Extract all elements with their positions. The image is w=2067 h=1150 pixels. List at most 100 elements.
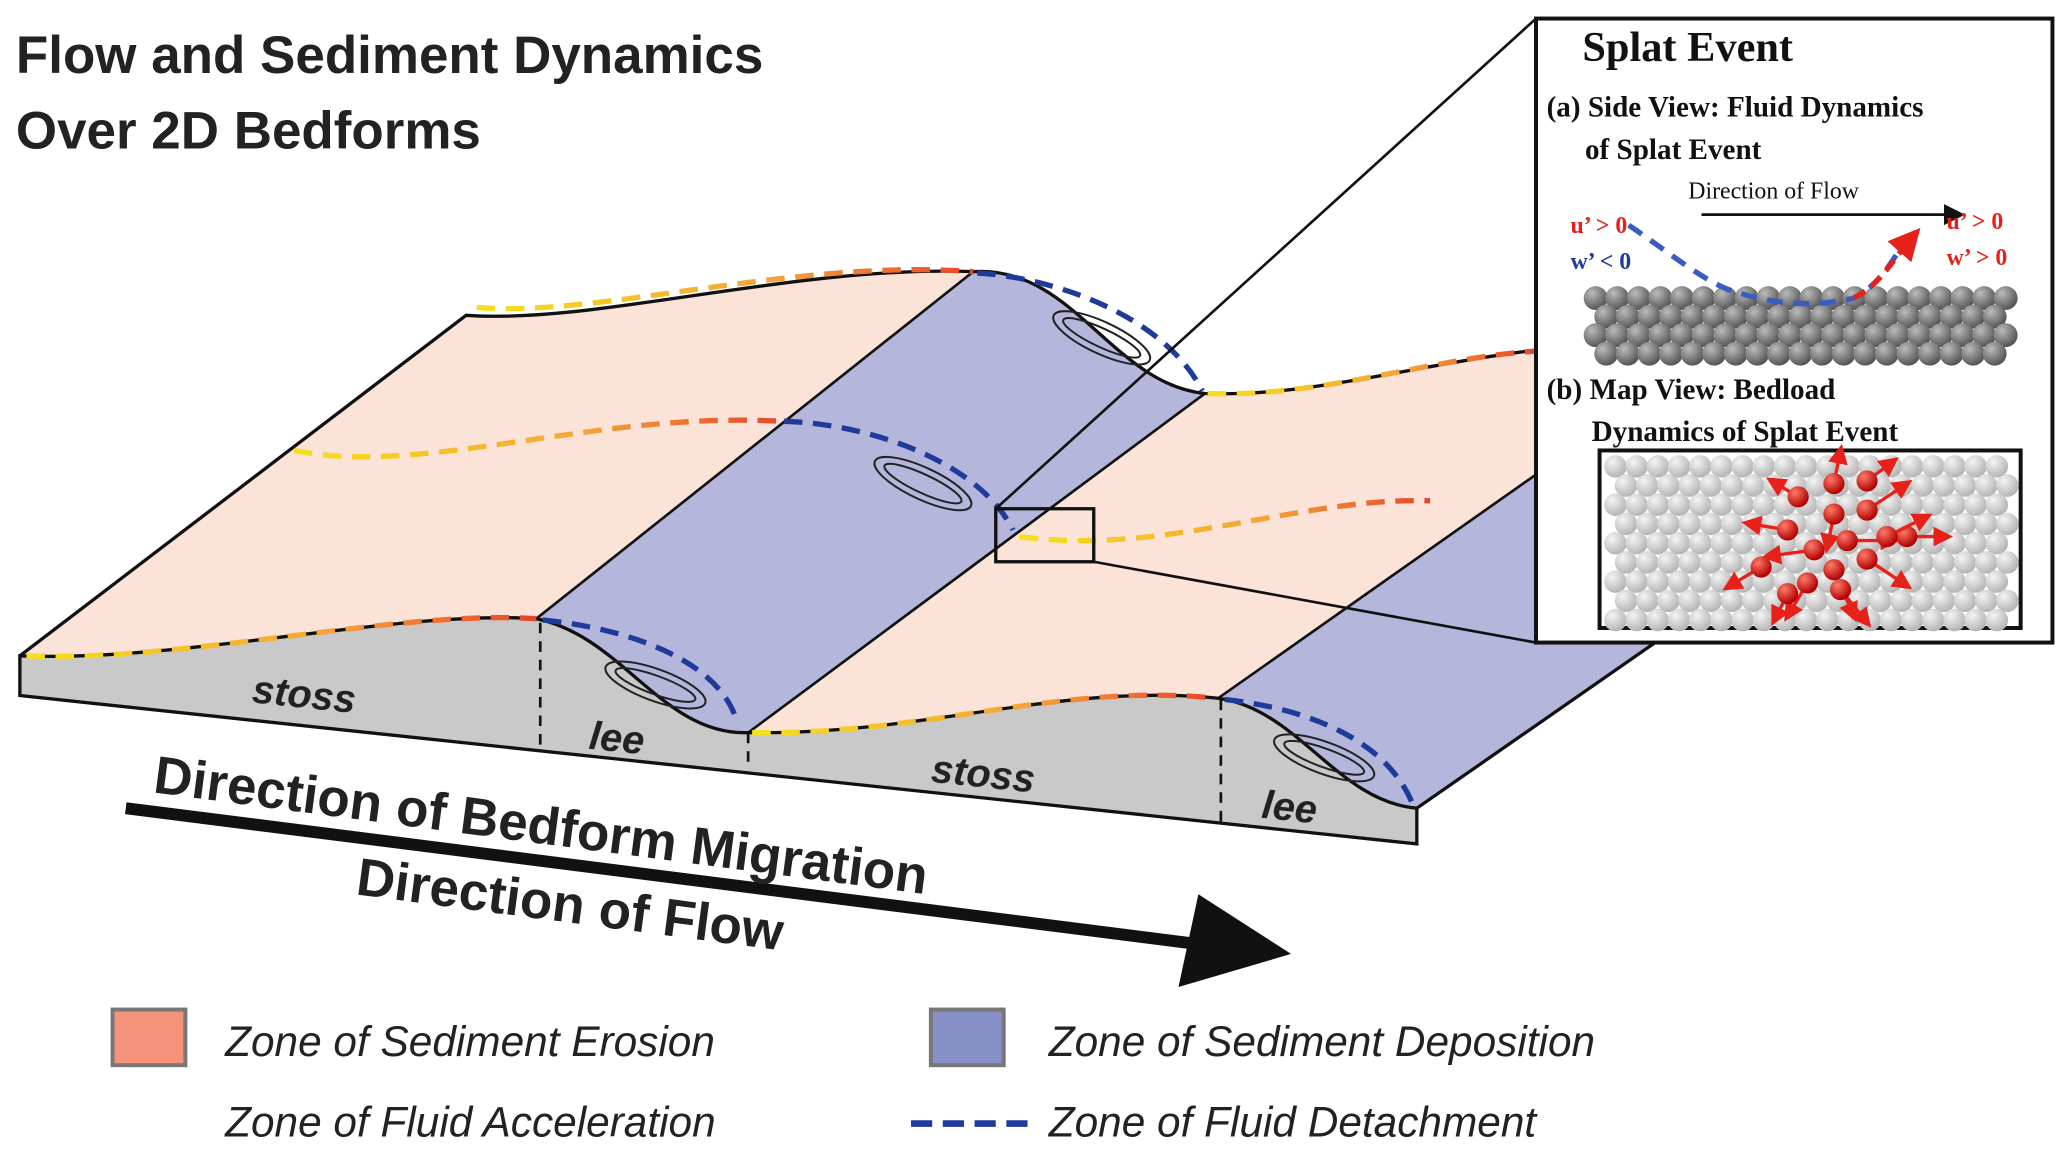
detachment-line-back <box>977 270 1205 393</box>
sediment-grain <box>1900 493 1924 517</box>
sediment-grain <box>1896 341 1921 366</box>
inset-b-line1: (b) Map View: Bedload <box>1547 374 1836 406</box>
sediment-grain <box>1853 341 1878 366</box>
sediment-grain <box>1929 323 1953 348</box>
sediment-grain <box>1614 589 1638 613</box>
sediment-grain <box>1667 570 1691 593</box>
inset-a-line1: (a) Side View: Fluid Dynamics <box>1547 92 1924 124</box>
sediment-grain <box>1614 474 1638 497</box>
ejected-grain <box>1876 525 1898 548</box>
left-w-label: w’ < 0 <box>1570 249 1631 275</box>
ejected-grain <box>1856 470 1878 492</box>
deposition-zone-lee-1 <box>536 271 1205 733</box>
sediment-grain <box>1635 551 1659 574</box>
sediment-grain <box>1688 570 1712 593</box>
sediment-grain <box>1720 512 1744 536</box>
sediment-grain <box>1637 341 1662 366</box>
sediment-grain <box>1900 455 1924 478</box>
sediment-grain <box>1788 341 1813 366</box>
sediment-grain <box>1604 455 1627 478</box>
inset-flow-label: Direction of Flow <box>1688 179 1859 205</box>
detachment-line-front-1 <box>542 617 738 717</box>
sediment-grain <box>1688 455 1712 478</box>
sediment-grain <box>1929 286 1953 311</box>
sediment-grain <box>1964 455 1987 478</box>
sediment-grain <box>1961 304 1986 329</box>
sediment-grain <box>1885 323 1910 348</box>
splat-event-inset: Splat Event (a) Side View: Fluid Dynamic… <box>1534 16 2055 645</box>
sediment-grain <box>1896 304 1921 329</box>
sediment-grain <box>1710 531 1733 555</box>
ejected-grain <box>1829 578 1852 601</box>
sediment-grain <box>1853 304 1878 329</box>
sediment-grain <box>1678 551 1701 574</box>
sediment-grain <box>1964 608 1987 632</box>
sediment-grain <box>1932 589 1956 613</box>
legend-erosion: Zone of Sediment Erosion <box>224 1018 715 1065</box>
sediment-grain <box>1625 493 1648 517</box>
sediment-grain <box>1625 570 1648 593</box>
sediment-grain <box>1794 608 1818 632</box>
sediment-grain <box>1723 341 1748 366</box>
sediment-grain <box>1858 570 1881 593</box>
sediment-grain <box>1943 608 1966 632</box>
sediment-grain <box>1713 323 1738 348</box>
left-u-label: u’ > 0 <box>1570 213 1627 239</box>
ejected-grain <box>1803 539 1825 561</box>
sediment-grain <box>1879 455 1903 478</box>
sediment-grain <box>1702 304 1727 329</box>
flow-arrow <box>125 802 1292 988</box>
sediment-grain <box>1625 455 1648 478</box>
legend-swatch-deposition <box>928 1007 1006 1068</box>
sediment-grain <box>1680 341 1705 366</box>
acceleration-line-mid <box>293 417 782 460</box>
sediment-grain <box>1659 341 1683 366</box>
sediment-grain <box>1821 323 1845 348</box>
sediment-grain <box>1900 608 1924 632</box>
sediment-grain <box>1773 455 1797 478</box>
zoom-region-box <box>994 507 1096 564</box>
sediment-grain <box>1943 531 1966 555</box>
sediment-grain <box>1964 570 1987 593</box>
sediment-grain <box>1659 304 1683 329</box>
sediment-grain <box>1614 512 1638 536</box>
sediment-grain <box>1831 341 1856 366</box>
sediment-grain <box>1831 304 1856 329</box>
sediment-grain <box>1699 589 1723 613</box>
sediment-grain <box>1688 531 1712 555</box>
sediment-grain <box>1961 341 1986 366</box>
sediment-grain <box>1691 286 1716 311</box>
sediment-grain <box>1731 531 1754 555</box>
sediment-grain <box>1985 493 2009 517</box>
sediment-grain <box>1625 608 1648 632</box>
legend-detachment: Zone of Fluid Detachment <box>1048 1099 1539 1146</box>
sediment-grain <box>1670 323 1694 348</box>
sediment-grain <box>1805 474 1828 497</box>
sediment-grain <box>1723 304 1748 329</box>
sediment-grain <box>1635 589 1659 613</box>
sediment-grain <box>1953 474 1977 497</box>
sediment-grain <box>1604 493 1627 517</box>
sediment-grain <box>1699 551 1723 574</box>
sediment-grain <box>1932 551 1956 574</box>
sediment-grain <box>1879 493 1903 517</box>
sediment-grain <box>1605 323 1630 348</box>
inset-title: Splat Event <box>1582 24 1793 71</box>
sediment-grain <box>1670 286 1694 311</box>
sediment-grain <box>1745 304 1770 329</box>
sediment-grain <box>1734 286 1759 311</box>
sediment-grain <box>1710 493 1733 517</box>
sediment-grain <box>1667 493 1691 517</box>
sediment-grain <box>1604 608 1627 632</box>
sediment-grain <box>1874 304 1899 329</box>
sediment-grain <box>1594 341 1619 366</box>
sediment-grain <box>1691 323 1716 348</box>
sediment-grain <box>1858 608 1881 632</box>
sediment-grain <box>1667 608 1691 632</box>
sediment-grain <box>1594 304 1619 329</box>
acceleration-line-back-2 <box>1207 348 1537 397</box>
sediment-grain <box>1657 551 1680 574</box>
sediment-grain <box>1615 304 1640 329</box>
sediment-grain <box>1974 512 1998 536</box>
sediment-grain <box>1713 286 1738 311</box>
